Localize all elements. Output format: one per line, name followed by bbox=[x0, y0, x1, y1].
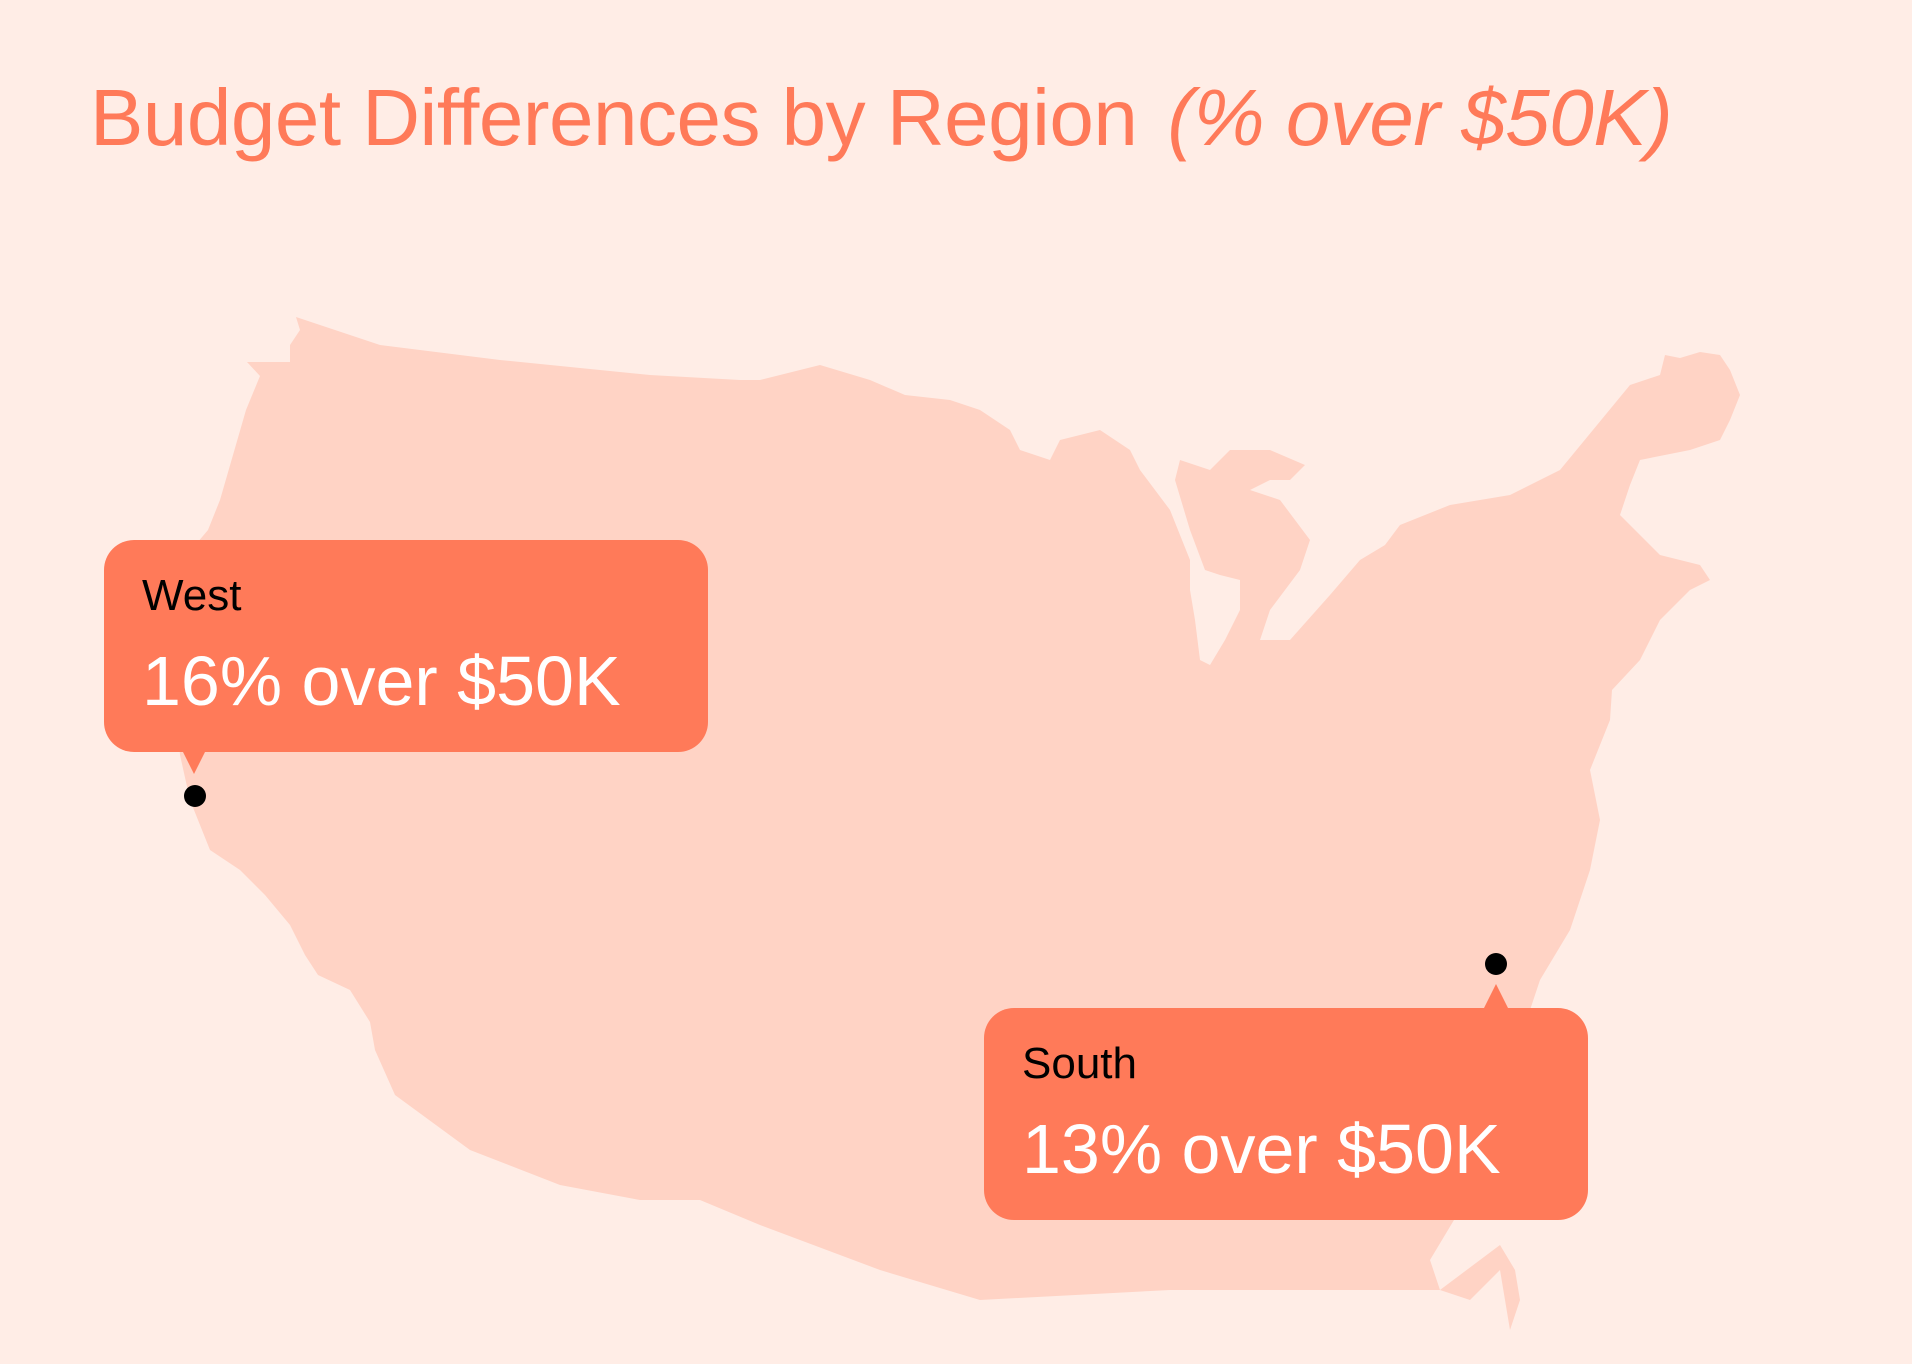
title-subtitle: (% over $50K) bbox=[1167, 73, 1673, 162]
title-text: Budget Differences by Region bbox=[90, 73, 1138, 162]
callout-west-pointer bbox=[182, 750, 206, 774]
callout-value: 13% over $50K bbox=[1022, 1110, 1501, 1188]
callout-west[interactable]: West 16% over $50K bbox=[104, 540, 708, 752]
callout-region-label: West bbox=[142, 571, 242, 620]
pin-west[interactable] bbox=[184, 785, 206, 807]
map-title: Budget Differences by Region (% over $50K… bbox=[90, 78, 1673, 158]
pin-south[interactable] bbox=[1485, 953, 1507, 975]
callout-south[interactable]: South 13% over $50K bbox=[984, 1008, 1588, 1220]
callout-south-pointer bbox=[1484, 984, 1508, 1008]
callout-value: 16% over $50K bbox=[142, 642, 621, 720]
callout-region-label: South bbox=[1022, 1039, 1137, 1088]
